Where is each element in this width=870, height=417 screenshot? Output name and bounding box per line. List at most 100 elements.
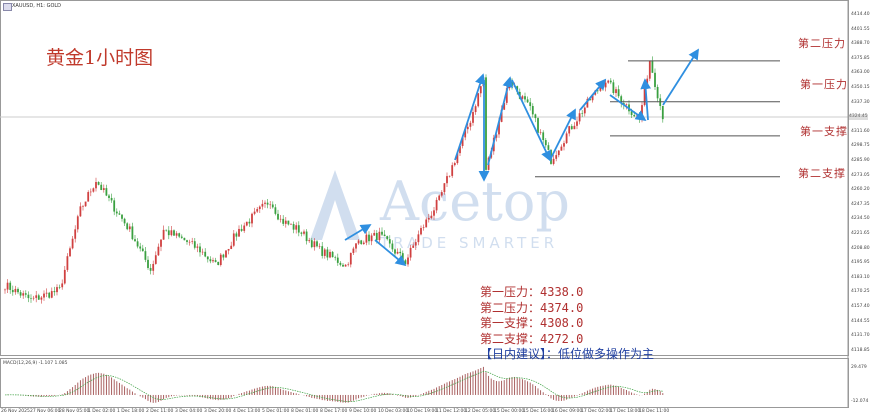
candle-body [583,107,586,114]
candle-body [186,240,188,242]
candle-body [399,251,402,254]
candle-body [4,289,6,291]
candle-body [563,143,565,147]
candle-body [438,195,441,200]
candle-body [162,229,165,240]
info-line: 第二支撑：4272.0 [480,331,584,346]
time-tick: 16 Dec 09:00 [552,409,583,414]
candle-body [61,283,64,288]
price-tick: 4247.35 [851,201,870,207]
candle-body [230,245,233,249]
time-tick: 18 Dec 11:00 [639,409,670,414]
candle-body [266,202,269,205]
candle-body [199,246,201,253]
candle-body [526,99,529,103]
candle-body [173,230,175,236]
candle-body [154,255,157,264]
candle-body [365,234,368,243]
candle-body [386,236,389,240]
time-tick: 26 Nov 2025 [1,409,30,414]
trend-arrow [662,48,699,106]
macd-max-label: 29.479 [851,365,867,370]
candle-body [193,241,196,248]
candle-body [251,213,253,224]
candle-body [118,213,121,215]
candle-body [282,218,285,224]
price-tick: 4195.95 [851,260,870,266]
candle-body [212,260,214,262]
candle-body [539,132,542,133]
candle-body [253,211,256,214]
candle-body [456,153,459,164]
trend-arrows [344,48,699,267]
candle-body [521,96,524,99]
candle-body [261,203,264,207]
level-label-r2: 第二压力 [798,37,846,50]
candle-body [123,218,126,224]
level-label-s1: 第一支撑 [800,125,848,138]
current-price-label: 4324.45 [849,114,868,120]
candle-body [344,264,347,267]
time-tick: 17 Dec 18:00 [610,409,641,414]
price-tick: 4144.55 [851,318,870,324]
price-tick: 4234.50 [851,216,870,222]
candle-body [308,240,311,242]
candle-body [310,240,313,248]
level-lines [535,60,780,178]
candle-body [578,113,581,122]
candle-body [355,243,357,249]
candle-body [368,234,370,242]
candle-body [152,263,155,271]
chart-icon [3,3,12,11]
candle-body [95,182,97,189]
trend-arrow [511,79,552,162]
candle-body [524,96,526,100]
time-tick: 28 Nov 05:00 [59,409,90,414]
candle-body [284,220,287,224]
candle-body [219,254,222,265]
candle-body [370,235,373,242]
candle-body [71,238,74,249]
candle-body [477,93,480,107]
macd-label: MACD(12,26,9) -1.107 1.085 [3,361,68,366]
candle-body [69,248,71,257]
candle-body [92,188,95,192]
candle-body [602,87,604,89]
candle-body [271,204,274,208]
candle-body [9,282,12,290]
candle-body [238,228,240,237]
candle-body [599,87,602,91]
trend-arrow [579,78,607,111]
candle-body [529,102,532,107]
candle-body [303,231,305,234]
candle-body [53,291,56,293]
candle-body [635,115,638,117]
candle-body [651,60,654,73]
candle-body [373,232,376,236]
candle-body [357,240,360,244]
time-tick: 8 Dec 01:00 [291,409,319,414]
candle-body [412,245,415,248]
trend-arrow [454,73,486,161]
candle-body [417,234,420,243]
candle-body [131,226,134,240]
symbol-label: XAUUSD, H1: GOLD [12,3,62,9]
candle-body [633,115,636,117]
time-tick: 4 Dec 13:00 [233,409,261,414]
candle-body [617,89,620,97]
price-tick: 4298.75 [851,143,870,149]
candle-body [43,293,45,298]
candle-body [591,94,594,101]
info-line: 第一压力：4338.0 [480,285,584,299]
candle-body [552,158,555,164]
candle-body [165,229,168,231]
time-tick: 15 Dec 16:00 [523,409,554,414]
candle-body [235,233,238,237]
candle-body [126,223,129,230]
candle-body [464,129,467,138]
candle-body [180,236,183,238]
candle-body [222,254,225,258]
candle-body [342,264,344,267]
